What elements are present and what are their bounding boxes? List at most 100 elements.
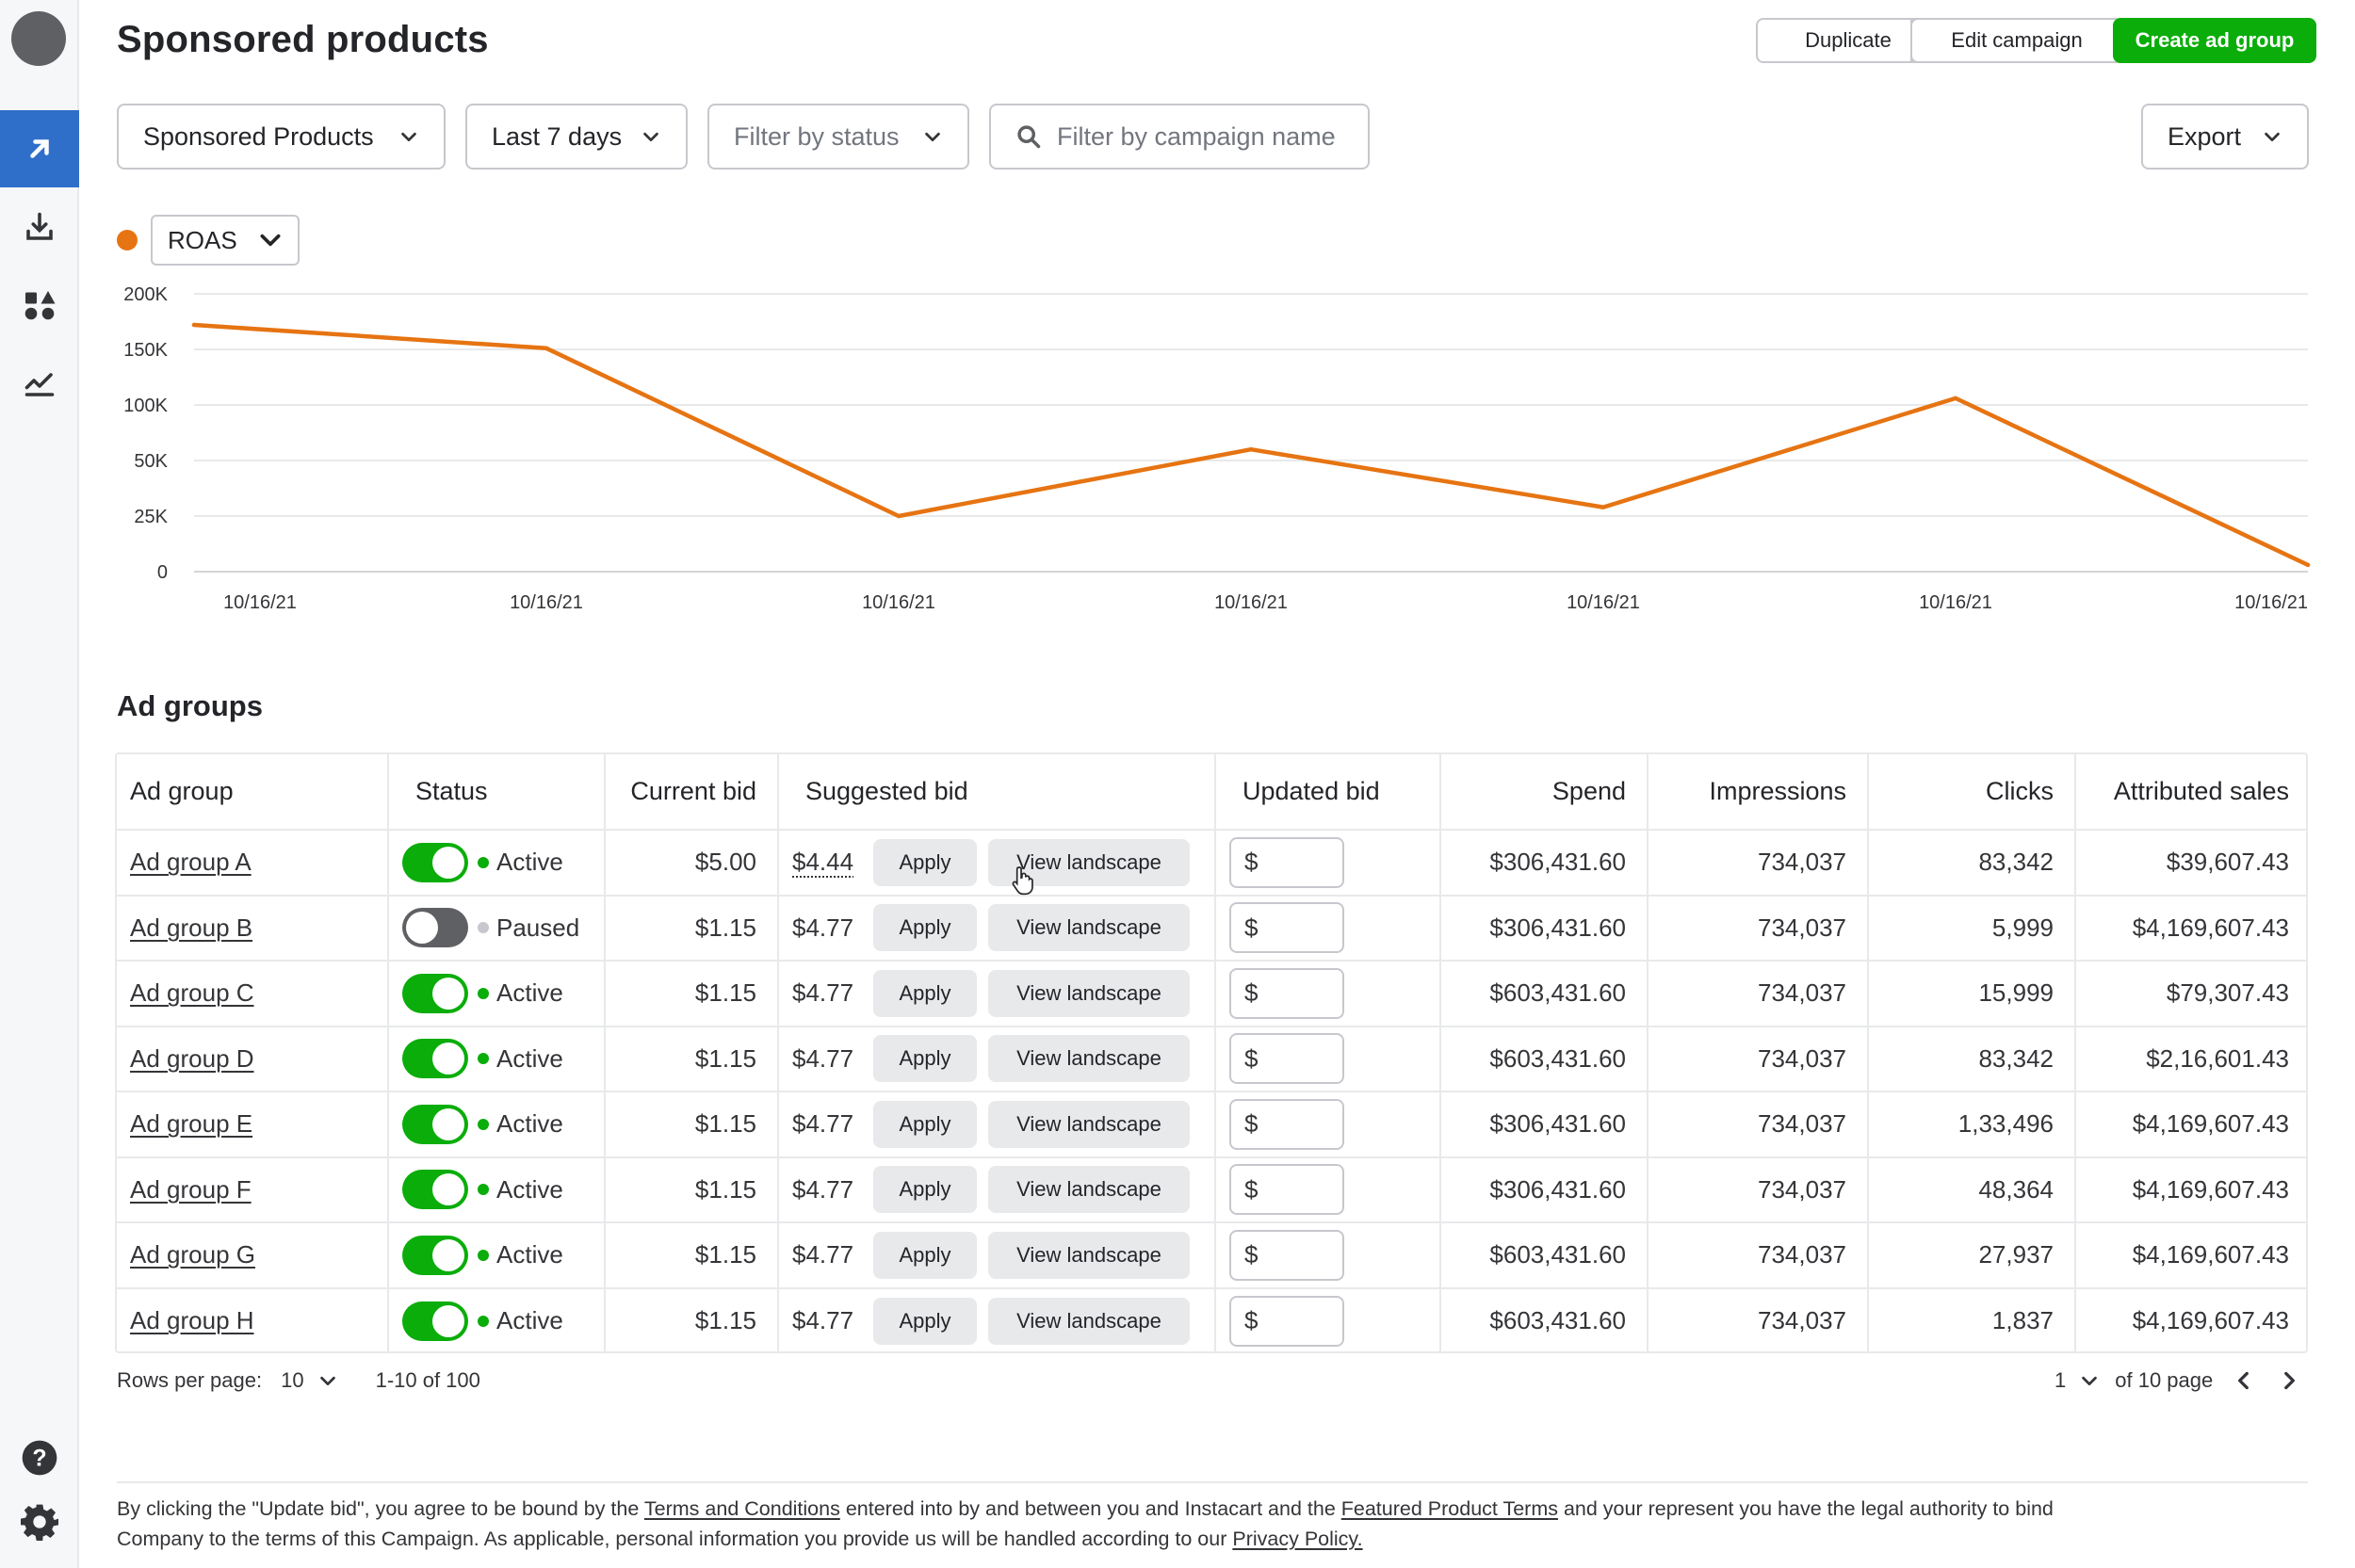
updated-bid-input[interactable]: $ xyxy=(1229,1098,1344,1150)
status-label: Active xyxy=(496,1174,563,1204)
chevron-down-icon xyxy=(643,132,658,142)
col-updated-bid[interactable]: Updated bid xyxy=(1215,754,1441,831)
ad-group-link[interactable]: Ad group D xyxy=(130,1043,254,1073)
col-status[interactable]: Status xyxy=(388,754,606,831)
apply-button[interactable]: Apply xyxy=(873,969,977,1017)
col-suggested-bid[interactable]: Suggested bid xyxy=(778,754,1216,831)
featured-product-terms-link[interactable]: Featured Product Terms xyxy=(1340,1497,1558,1520)
col-attributed-sales[interactable]: Attributed sales xyxy=(2075,754,2306,831)
updated-bid-cell: $ xyxy=(1215,895,1441,962)
spend: $306,431.60 xyxy=(1440,830,1648,897)
suggested-bid-value: $4.77 xyxy=(792,978,854,1008)
col-ad-group[interactable]: Ad group xyxy=(117,754,389,831)
impressions: 734,037 xyxy=(1648,1091,1869,1158)
status-toggle[interactable] xyxy=(402,1301,468,1341)
view-landscape-button[interactable]: View landscape xyxy=(988,1297,1190,1345)
view-landscape-button[interactable]: View landscape xyxy=(988,1231,1190,1279)
ad-group-link[interactable]: Ad group E xyxy=(130,1109,253,1139)
shapes-icon[interactable] xyxy=(0,267,79,344)
currency-prefix: $ xyxy=(1244,913,1259,942)
attributed-sales: $4,169,607.43 xyxy=(2075,895,2306,962)
status-dot xyxy=(478,1315,489,1327)
col-current-bid[interactable]: Current bid xyxy=(605,754,779,831)
updated-bid-input[interactable]: $ xyxy=(1229,1229,1344,1281)
export-button[interactable]: Export xyxy=(2141,104,2309,170)
impressions: 734,037 xyxy=(1648,1222,1869,1289)
privacy-policy-link[interactable]: Privacy Policy. xyxy=(1232,1528,1363,1550)
attributed-sales: $4,169,607.43 xyxy=(2075,1156,2306,1223)
suggested-bid-value: $4.77 xyxy=(792,1109,854,1139)
roas-line-chart: 0 25K 50K 100K 150K 200K 10/16/21 10/16/21 10/16… xyxy=(123,284,2311,613)
apply-button[interactable]: Apply xyxy=(873,1100,977,1148)
updated-bid-input[interactable]: $ xyxy=(1229,1295,1344,1347)
apply-button[interactable]: Apply xyxy=(873,1166,977,1214)
avatar[interactable] xyxy=(11,11,66,66)
suggested-bid-value: $4.77 xyxy=(792,913,854,942)
product-type-select[interactable]: Sponsored Products xyxy=(117,104,446,170)
date-range-select[interactable]: Last 7 days xyxy=(465,104,688,170)
clicks: 83,342 xyxy=(1868,830,2076,897)
help-icon[interactable]: ? xyxy=(21,1439,58,1477)
analytics-icon[interactable] xyxy=(0,345,79,422)
download-icon[interactable] xyxy=(0,188,79,266)
current-page[interactable]: 1 xyxy=(2055,1368,2067,1392)
terms-link[interactable]: Terms and Conditions xyxy=(643,1497,840,1520)
metric-select[interactable]: ROAS xyxy=(151,215,300,266)
current-bid: $1.15 xyxy=(605,1287,779,1351)
create-ad-group-button[interactable]: Create ad group xyxy=(2113,18,2316,63)
view-landscape-button[interactable]: View landscape xyxy=(988,904,1190,952)
gear-icon[interactable] xyxy=(21,1503,58,1541)
apply-button[interactable]: Apply xyxy=(873,1035,977,1083)
updated-bid-input[interactable]: $ xyxy=(1229,967,1344,1019)
edit-campaign-button[interactable]: Edit campaign xyxy=(1910,18,2123,63)
status-toggle[interactable] xyxy=(402,973,468,1013)
ad-group-link[interactable]: Ad group B xyxy=(130,913,253,942)
ad-group-link[interactable]: Ad group F xyxy=(130,1174,252,1204)
updated-bid-input[interactable]: $ xyxy=(1229,1164,1344,1216)
col-clicks[interactable]: Clicks xyxy=(1868,754,2076,831)
status-toggle[interactable] xyxy=(402,908,468,948)
status-toggle[interactable] xyxy=(402,1104,468,1144)
table-row: Ad group H Active $1.15 $4.77 Apply View land… xyxy=(117,1287,2306,1351)
apply-button[interactable]: Apply xyxy=(873,1231,977,1279)
updated-bid-cell: $ xyxy=(1215,1091,1441,1158)
status-toggle[interactable] xyxy=(402,842,468,882)
view-landscape-button[interactable]: View landscape xyxy=(988,1035,1190,1083)
col-spend[interactable]: Spend xyxy=(1440,754,1648,831)
currency-prefix: $ xyxy=(1244,978,1259,1008)
toggle-knob xyxy=(406,912,438,945)
attributed-sales: $4,169,607.43 xyxy=(2075,1222,2306,1289)
ad-group-link[interactable]: Ad group C xyxy=(130,978,254,1008)
apply-button[interactable]: Apply xyxy=(873,838,977,886)
status-toggle[interactable] xyxy=(402,1170,468,1210)
spend: $306,431.60 xyxy=(1440,1156,1648,1223)
view-landscape-button[interactable]: View landscape xyxy=(988,1166,1190,1214)
updated-bid-input[interactable]: $ xyxy=(1229,836,1344,888)
campaign-search-input[interactable]: Filter by campaign name xyxy=(989,104,1370,170)
ad-group-link[interactable]: Ad group G xyxy=(130,1240,255,1269)
apply-button[interactable]: Apply xyxy=(873,904,977,952)
view-landscape-button[interactable]: View landscape xyxy=(988,1100,1190,1148)
suggested-bid-cell: $4.77 Apply View landscape xyxy=(778,961,1216,1027)
status-toggle[interactable] xyxy=(402,1235,468,1275)
updated-bid-input[interactable]: $ xyxy=(1229,1033,1344,1085)
chevron-down-icon[interactable] xyxy=(317,1370,338,1391)
apply-button[interactable]: Apply xyxy=(873,1297,977,1345)
status-dot xyxy=(478,1184,489,1196)
ad-group-link[interactable]: Ad group H xyxy=(130,1306,254,1335)
campaigns-icon[interactable] xyxy=(0,110,79,187)
updated-bid-input[interactable]: $ xyxy=(1229,902,1344,954)
clicks: 1,837 xyxy=(1868,1287,2076,1351)
rows-per-page-value[interactable]: 10 xyxy=(281,1368,304,1392)
chevron-right-icon[interactable] xyxy=(2277,1368,2301,1393)
col-impressions[interactable]: Impressions xyxy=(1648,754,1869,831)
status-filter-select[interactable]: Filter by status xyxy=(707,104,969,170)
chevron-down-icon[interactable] xyxy=(2079,1370,2100,1391)
ad-group-link[interactable]: Ad group A xyxy=(130,848,252,877)
currency-prefix: $ xyxy=(1244,1240,1259,1269)
status-toggle[interactable] xyxy=(402,1039,468,1079)
product-type-value: Sponsored Products xyxy=(143,121,374,151)
view-landscape-button[interactable]: View landscape xyxy=(988,969,1190,1017)
y-tick-label: 25K xyxy=(134,507,168,527)
chevron-left-icon[interactable] xyxy=(2232,1368,2256,1393)
